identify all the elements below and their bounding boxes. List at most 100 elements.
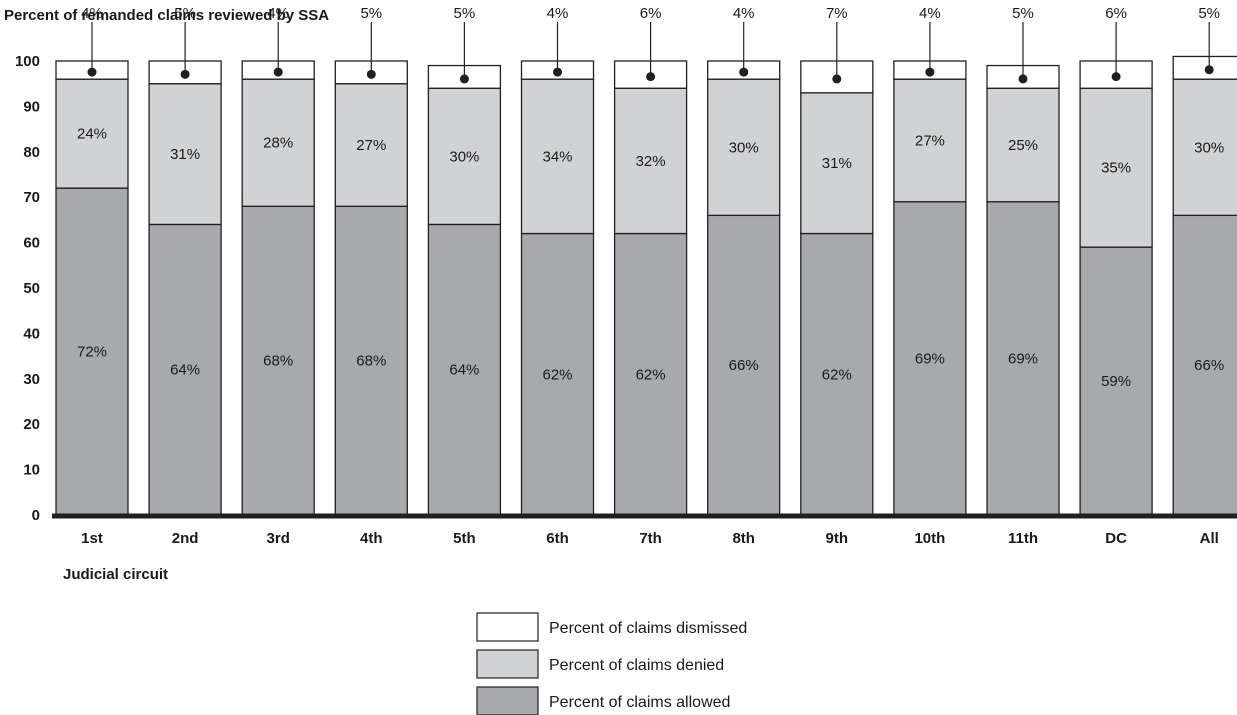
x-tick-label: 5th [453, 530, 476, 547]
data-label-allowed: 72% [77, 344, 107, 361]
leader-dot [366, 69, 376, 79]
data-label-denied: 30% [1194, 139, 1224, 156]
bar-segment-denied [427, 87, 502, 226]
data-label-denied: 25% [1008, 137, 1038, 154]
y-tick-label: 10 [23, 462, 40, 479]
legend-item-dismissed: Percent of claims dismissed [476, 612, 747, 642]
bar-segment-allowed [613, 232, 688, 516]
bar-segment-denied [241, 78, 315, 207]
data-label-dismissed: 4% [919, 5, 941, 22]
data-label-dismissed: 4% [267, 5, 289, 22]
data-label-denied: 31% [822, 155, 852, 172]
bar-group: 62% 32% 6% [613, 5, 688, 516]
legend: Percent of claims dismissed Percent of cl… [476, 612, 747, 715]
bar-group: 69% 27% 4% [893, 5, 967, 516]
data-label-dismissed: 7% [826, 5, 848, 22]
bar-group: 64% 30% 5% [427, 5, 502, 516]
y-tick-label: 80 [23, 144, 40, 161]
bar-group: 62% 31% 7% [800, 5, 874, 516]
data-label-allowed: 62% [542, 366, 572, 383]
bar-segment-denied [613, 87, 688, 235]
bar-group: 64% 31% 5% [148, 5, 222, 516]
bar-segment-dismissed [1172, 55, 1237, 80]
data-label-dismissed: 5% [454, 5, 476, 22]
x-axis: 1st 2nd 3rd 4th 5th 6th 7th 8th 9th 10th 11th DC All [81, 530, 1219, 547]
data-label-allowed: 69% [915, 350, 945, 367]
chart-title: Percent of remanded claims reviewed by S… [4, 7, 329, 24]
leader-dot [87, 67, 97, 77]
data-label-denied: 27% [356, 137, 386, 154]
x-tick-label: 8th [732, 530, 755, 547]
bar-segment-allowed [520, 232, 595, 516]
data-label-denied: 27% [915, 132, 945, 149]
data-label-allowed: 64% [170, 362, 200, 379]
data-label-dismissed: 4% [81, 5, 103, 22]
bar-segment-denied [707, 78, 781, 217]
bar-segment-allowed [55, 187, 129, 516]
data-label-dismissed: 5% [174, 5, 196, 22]
data-label-allowed: 64% [449, 362, 479, 379]
bar-group: 59% 35% 6% [1079, 5, 1153, 516]
data-label-dismissed: 4% [733, 5, 755, 22]
legend-label: Percent of claims allowed [549, 694, 730, 711]
data-label-allowed: 66% [729, 357, 759, 374]
bar-segment-denied [986, 87, 1060, 203]
legend-swatch-dismissed [476, 612, 539, 642]
bar-group: 66% 30% 4% [707, 5, 781, 516]
x-tick-label: All [1200, 530, 1219, 547]
bar-segment-denied [148, 83, 222, 226]
x-axis-title: Judicial circuit [63, 566, 168, 583]
y-tick-label: 50 [23, 280, 40, 297]
bar-group: 66% 30% 5% [1172, 5, 1237, 516]
data-label-denied: 30% [729, 139, 759, 156]
data-label-dismissed: 5% [1198, 5, 1220, 22]
bar-segment-denied [520, 78, 595, 235]
y-tick-label: 70 [23, 189, 40, 206]
x-tick-label: 10th [914, 530, 945, 547]
data-label-denied: 24% [77, 126, 107, 143]
leader-dot [646, 72, 656, 82]
bar-segment-allowed [893, 201, 967, 516]
bar-segment-denied [334, 83, 408, 207]
leader-dot [1111, 72, 1121, 82]
x-tick-label: 6th [546, 530, 569, 547]
leader-dot [180, 69, 190, 79]
x-tick-label: 1st [81, 530, 103, 547]
leader-dot [1018, 74, 1028, 84]
data-label-dismissed: 6% [640, 5, 662, 22]
y-tick-label: 0 [32, 507, 40, 524]
bar-segment-denied [1079, 87, 1153, 248]
x-tick-label: 4th [360, 530, 383, 547]
x-tick-label: 2nd [172, 530, 199, 547]
bar-segment-denied [800, 92, 874, 235]
x-tick-label: DC [1105, 530, 1127, 547]
data-label-allowed: 62% [636, 366, 666, 383]
leader-dot [459, 74, 469, 84]
y-axis: 0 10 20 30 40 50 60 70 80 90 100 [15, 53, 40, 524]
x-tick-label: 3rd [267, 530, 290, 547]
data-label-allowed: 69% [1008, 350, 1038, 367]
y-tick-label: 90 [23, 98, 40, 115]
bar-group: 62% 34% 4% [520, 5, 595, 516]
y-tick-label: 60 [23, 235, 40, 252]
bar-segment-denied [55, 78, 129, 189]
leader-dot [925, 67, 935, 77]
bars: 72% 24% 4% 64% 31% 5% 68% 28% 4% 68% 27% 5% 64% 30% 5%… [55, 5, 1237, 516]
data-label-allowed: 68% [263, 353, 293, 370]
bar-segment-allowed [800, 232, 874, 516]
x-tick-label: 9th [826, 530, 849, 547]
bar-segment-allowed [241, 205, 315, 516]
data-label-denied: 28% [263, 135, 293, 152]
leader-dot [739, 67, 749, 77]
bar-group: 69% 25% 5% [986, 5, 1060, 516]
data-label-allowed: 62% [822, 366, 852, 383]
data-label-denied: 35% [1101, 160, 1131, 177]
legend-item-allowed: Percent of claims allowed [476, 686, 730, 715]
x-tick-label: 11th [1008, 530, 1038, 547]
data-label-denied: 32% [636, 153, 666, 170]
data-label-dismissed: 4% [547, 5, 569, 22]
data-label-denied: 31% [170, 146, 200, 163]
y-tick-label: 40 [23, 325, 40, 342]
legend-swatch-denied [476, 649, 539, 679]
